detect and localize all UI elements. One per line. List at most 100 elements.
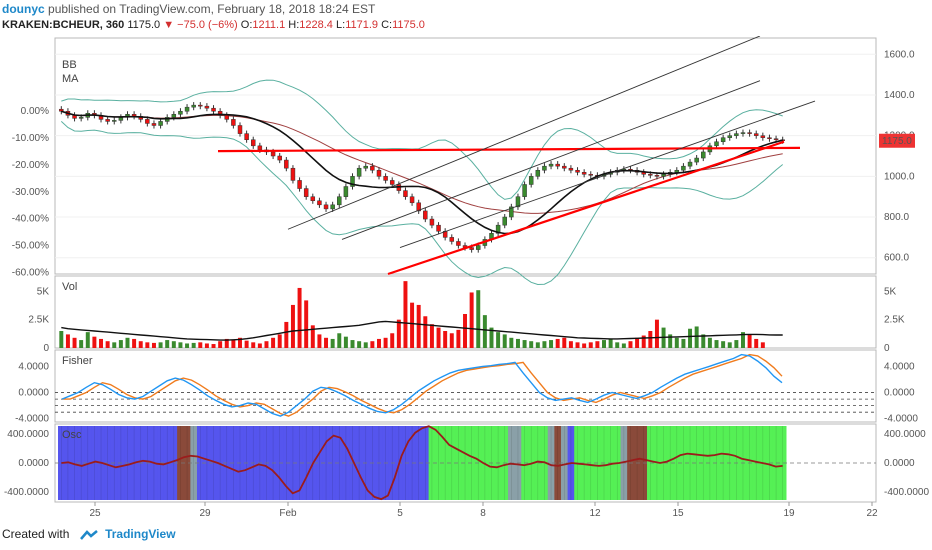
volume-bar <box>350 340 355 348</box>
tradingview-link[interactable]: TradingView <box>105 527 176 541</box>
candle-up <box>548 163 554 167</box>
volume-bar <box>343 336 348 348</box>
osc-left-tick: -400.0000 <box>4 487 49 498</box>
candle <box>363 163 368 172</box>
osc-left-tick: 400.0000 <box>7 429 49 440</box>
candle-down <box>409 196 415 204</box>
volume-bar <box>463 314 468 348</box>
regime-band <box>441 426 449 500</box>
candle-up <box>681 165 686 171</box>
candle <box>184 104 190 115</box>
candle-down <box>562 165 567 169</box>
volume-left-tick: 2.5K <box>28 315 49 326</box>
volume-bar <box>118 340 123 348</box>
volume-bar <box>535 342 540 348</box>
volume-bar <box>674 337 679 348</box>
candle-up <box>522 184 527 197</box>
volume-bar <box>555 338 560 348</box>
regime-band <box>71 426 79 500</box>
regime-band <box>177 426 185 500</box>
author-link[interactable]: dounyc <box>2 2 45 16</box>
volume-bar <box>218 341 223 348</box>
candle <box>423 207 428 223</box>
volume-bar <box>317 334 322 348</box>
volume-bar <box>582 343 587 348</box>
candle <box>734 130 739 139</box>
candle <box>231 116 236 129</box>
candle-up <box>476 245 481 250</box>
candle-down <box>257 145 263 151</box>
candle-up <box>356 167 362 177</box>
candle-down <box>581 172 587 175</box>
volume-bar <box>271 337 276 348</box>
volume-bar <box>357 341 362 348</box>
regime-band <box>316 426 324 500</box>
candle <box>502 213 507 229</box>
volume-bar <box>310 325 315 348</box>
volume-bar <box>264 341 269 348</box>
created-with-text: Created with <box>2 527 70 541</box>
volume-bar <box>198 342 203 348</box>
volume-bar <box>125 337 130 348</box>
chart-area[interactable]: 1600.01400.01200.01000.0800.0600.00.00%-… <box>0 36 932 524</box>
channel-line-lower <box>399 100 816 248</box>
regime-band <box>680 426 688 500</box>
candle-down <box>270 151 276 157</box>
fisher-right-tick: 4.0000 <box>884 361 915 372</box>
volume-left-tick: 0 <box>43 343 49 354</box>
candle-down <box>588 174 593 176</box>
candle <box>310 193 316 204</box>
candle-up <box>158 121 163 126</box>
ma-line <box>61 110 783 235</box>
volume-bar <box>416 304 421 348</box>
candle-down <box>383 176 388 181</box>
regime-band <box>699 426 708 500</box>
candle <box>687 159 693 170</box>
candle-down <box>403 190 408 197</box>
x-tick-label: 5 <box>397 508 403 519</box>
volume-bar <box>509 337 514 348</box>
candle <box>244 130 249 143</box>
price-left-tick: -60.00% <box>12 267 49 278</box>
candle <box>284 157 289 172</box>
volume-bar <box>529 341 534 348</box>
candle <box>290 165 296 184</box>
candle-up <box>78 117 84 119</box>
fisher-pane[interactable]: 4.0000 0.0000 -4.0000 4.0000 0.0000 -4.0000 Fi… <box>15 353 918 425</box>
candle <box>383 173 388 184</box>
candle <box>330 201 335 212</box>
candle-down <box>251 139 256 147</box>
candle-down <box>747 132 752 134</box>
candle-down <box>151 123 157 126</box>
candle <box>509 203 514 221</box>
volume-bar <box>396 319 401 348</box>
volume-pane[interactable]: 5K 2.5K 0 5K 2.5K 0 Vol <box>28 281 904 354</box>
down-arrow-icon: ▼ <box>163 19 175 31</box>
ma-label: MA <box>62 73 79 85</box>
volume-bar <box>423 316 428 348</box>
bb-lower-line <box>60 121 784 286</box>
price-left-tick: 0.00% <box>21 106 49 117</box>
candle <box>217 108 223 119</box>
regime-band <box>210 426 218 500</box>
candle-up <box>184 106 190 112</box>
price-pane[interactable]: 1600.01400.01200.01000.0800.0600.00.00%-… <box>12 36 915 286</box>
volume-bar <box>449 333 454 348</box>
symbol-label: KRAKEN:BCHEUR, 360 <box>2 19 125 31</box>
volume-bar <box>112 342 117 348</box>
x-tick-label: 29 <box>199 508 211 519</box>
candle-down <box>555 163 560 167</box>
x-tick-label: 12 <box>589 508 601 519</box>
last-price-badge <box>879 133 915 148</box>
oscillator-pane[interactable]: 400.0000 0.0000 -400.0000 400.0000 0.0000 -40… <box>4 425 930 501</box>
candle <box>317 197 322 208</box>
candle <box>376 167 382 180</box>
candle-down <box>303 188 309 197</box>
volume-bar <box>370 341 375 348</box>
volume-bar <box>257 343 262 348</box>
regime-band <box>428 426 436 500</box>
volume-bar <box>588 342 593 348</box>
price-right-tick: 800.0 <box>884 212 909 223</box>
volume-bar <box>132 338 137 348</box>
candle-down <box>423 210 428 220</box>
